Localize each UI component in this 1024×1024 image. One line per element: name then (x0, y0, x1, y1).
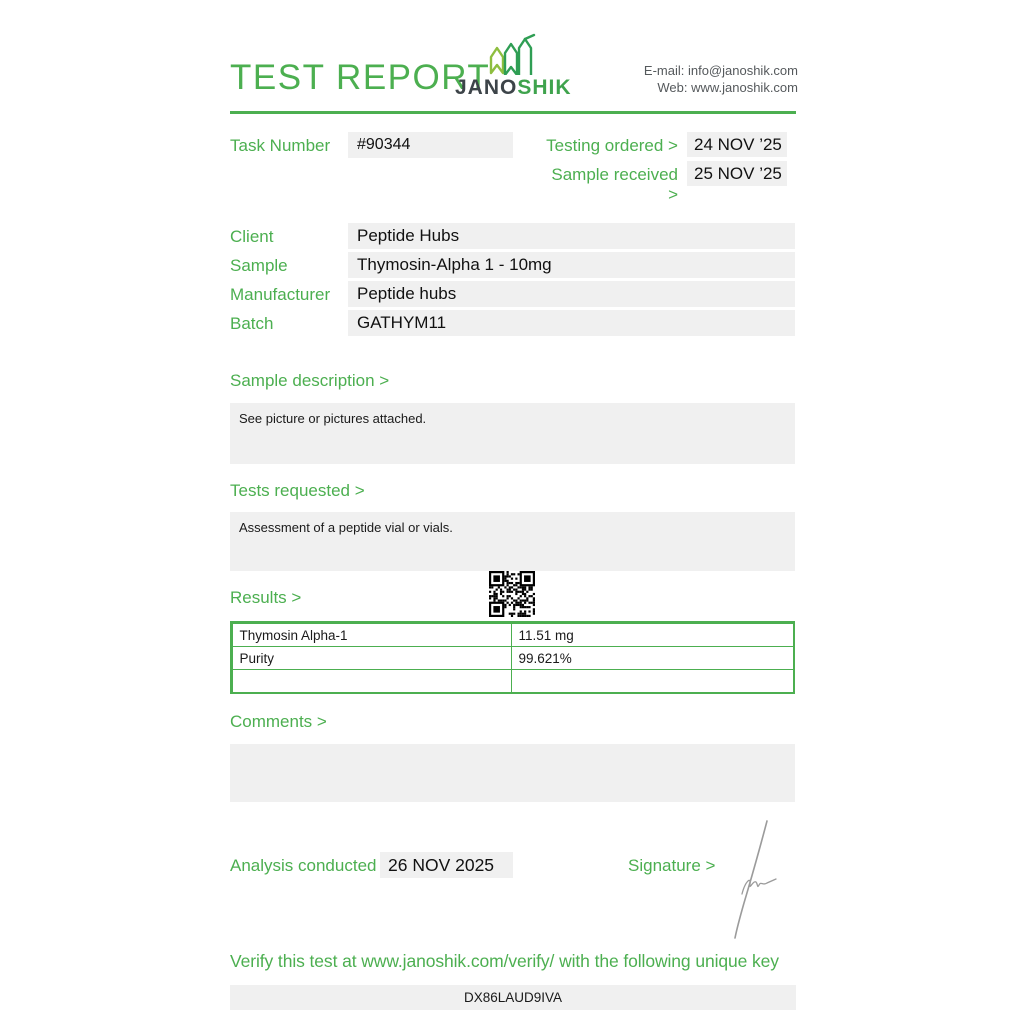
contact-info: E-mail: info@janoshik.com Web: www.janos… (644, 62, 798, 96)
sample-label: Sample (230, 256, 288, 275)
result-name: Thymosin Alpha-1 (231, 622, 512, 647)
task-number-label: Task Number (230, 136, 331, 155)
verify-text: Verify this test at www.janoshik.com/ver… (230, 951, 779, 971)
result-value: 11.51 mg (510, 622, 794, 647)
signature-label: Signature > (628, 856, 716, 875)
result-name: Purity (231, 645, 512, 670)
logo-text-jano: JANO (455, 76, 518, 99)
analysis-date-value: 26 NOV 2025 (380, 852, 513, 878)
testing-ordered-label: Testing ordered > (546, 136, 678, 155)
batch-value: GATHYM11 (348, 310, 795, 336)
web-line: Web: www.janoshik.com (657, 80, 798, 95)
sample-description-box: See picture or pictures attached. (230, 403, 795, 464)
unique-key-value: DX86LAUD9IVA (230, 985, 796, 1010)
result-value: 99.621% (510, 645, 794, 670)
client-label: Client (230, 227, 274, 246)
result-name (231, 668, 512, 693)
qr-code (489, 571, 535, 617)
email-line: E-mail: info@janoshik.com (643, 63, 798, 78)
client-value: Peptide Hubs (348, 223, 795, 249)
results-heading: Results > (230, 588, 302, 607)
task-number-value: #90344 (348, 132, 513, 158)
comments-box (230, 744, 795, 802)
testing-ordered-date: 24 NOV ’25 (687, 132, 787, 157)
result-value (510, 668, 794, 693)
signature-image (734, 820, 777, 939)
logo-wordmark: JANOSHIK (455, 76, 572, 100)
sample-received-label: Sample received > (551, 165, 678, 204)
manufacturer-value: Peptide hubs (348, 281, 795, 307)
page-title: TEST REPORT (230, 58, 491, 97)
header-divider (230, 111, 796, 114)
logo-text-shik: SHIK (517, 76, 572, 99)
sample-description-heading: Sample description > (230, 371, 390, 390)
batch-label: Batch (230, 314, 274, 333)
tests-requested-heading: Tests requested > (230, 481, 365, 500)
sample-received-date: 25 NOV ’25 (687, 161, 787, 186)
manufacturer-label: Manufacturer (230, 285, 331, 304)
tests-requested-box: Assessment of a peptide vial or vials. (230, 512, 795, 571)
results-table: Thymosin Alpha-1 11.51 mg Purity 99.621% (230, 621, 795, 694)
sample-value: Thymosin-Alpha 1 - 10mg (348, 252, 795, 278)
janoshik-logo: JANOSHIK (455, 33, 572, 100)
bar-chart-logo-icon (489, 33, 535, 75)
analysis-conducted-label: Analysis conducted > (230, 856, 392, 875)
comments-heading: Comments > (230, 712, 327, 731)
